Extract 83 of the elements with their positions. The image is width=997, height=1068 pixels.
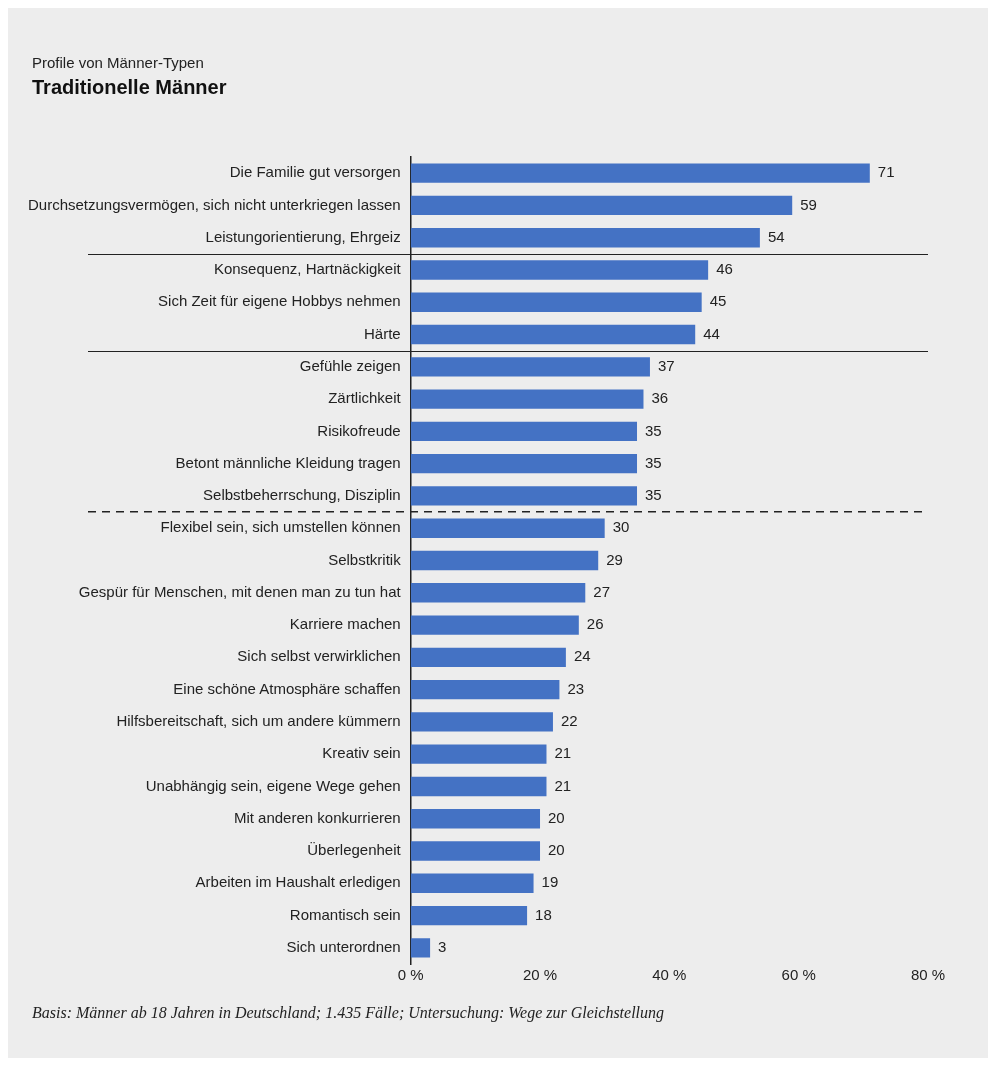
data-label: 54 (767, 227, 785, 245)
data-label: 30 (612, 518, 630, 536)
bar (410, 712, 553, 732)
bar (410, 195, 793, 216)
y-tick-label: Selbstbeherrschung, Disziplin (203, 486, 401, 504)
bar (410, 809, 541, 829)
y-tick-label: Unabhängig sein, eigene Wege gehen (145, 776, 401, 794)
bar (410, 873, 534, 893)
bar (410, 938, 431, 958)
data-label: 27 (593, 582, 610, 600)
data-label: 71 (877, 163, 895, 181)
data-label: 21 (554, 776, 572, 794)
data-label: 45 (709, 292, 727, 310)
data-label: 22 (560, 712, 578, 730)
bar (410, 841, 541, 861)
bar (410, 163, 870, 183)
y-tick-label: Kreativ sein (322, 744, 401, 762)
y-tick-label: Überlegenheit (307, 841, 402, 859)
data-label: 20 (548, 841, 565, 859)
bar (410, 744, 547, 764)
bar (410, 486, 638, 506)
y-tick-label: Die Familie gut versorgen (229, 163, 401, 181)
bar (410, 905, 528, 926)
y-tick-label: Härte (364, 324, 401, 342)
bar (410, 292, 702, 312)
bar (410, 583, 586, 603)
bar (410, 228, 760, 248)
data-label: 35 (645, 421, 662, 439)
y-tick-label: Leistungorientierung, Ehrgeiz (205, 227, 401, 245)
data-label: 35 (645, 453, 662, 471)
bar (410, 357, 650, 377)
y-tick-label: Betont männliche Kleidung tragen (175, 453, 401, 471)
y-tick-label: Sich selbst verwirklichen (237, 647, 401, 665)
data-label: 3 (438, 938, 447, 955)
text: Traditionelle Männer (32, 76, 227, 99)
data-label: 46 (716, 260, 733, 278)
data-label: 37 (657, 356, 675, 374)
y-tick-label: Arbeiten im Haushalt erledigen (195, 873, 401, 891)
bar (410, 421, 638, 442)
data-label: 23 (567, 679, 585, 697)
x-tick-label: 0 % (397, 966, 424, 984)
y-tick-label: Risikofreude (317, 421, 401, 439)
data-label: 36 (651, 389, 669, 407)
y-tick-label: Sich unterordnen (286, 938, 401, 955)
y-tick-label: Durchsetzungsvermögen, sich nicht unterkriegen lassen (27, 195, 401, 213)
data-label: 44 (703, 324, 720, 342)
bar (410, 260, 709, 280)
y-tick-label: Romantisch sein (289, 905, 401, 923)
data-label: 21 (554, 744, 572, 762)
y-tick-label: Gespür für Menschen, mit denen man zu tun hat (78, 582, 402, 600)
bar (410, 518, 605, 538)
bar (410, 453, 638, 474)
y-tick-label: Selbstkritik (328, 550, 402, 568)
y-tick-label: Sich Zeit für eigene Hobbys nehmen (158, 292, 401, 310)
data-label: 24 (573, 647, 591, 665)
bar (410, 776, 547, 797)
text: Basis: Männer ab 18 Jahren in Deutschland; 1.435 Fälle; Untersuchung: Wege zur Gleichstellung (32, 1004, 665, 1022)
y-tick-label: Karriere machen (289, 615, 401, 633)
x-tick-label: 60 % (781, 966, 816, 984)
y-tick-label: Flexibel sein, sich umstellen können (160, 518, 401, 536)
data-label: 26 (586, 615, 604, 633)
y-tick-label: Konsequenz, Hartnäckigkeit (213, 260, 402, 278)
y-tick-label: Eine schöne Atmosphäre schaffen (173, 679, 401, 697)
bar (410, 615, 579, 635)
bar (410, 324, 696, 345)
bar (410, 679, 560, 700)
data-label: 35 (645, 486, 662, 504)
y-tick-label: Mit anderen konkurrieren (233, 808, 401, 826)
x-tick-label: 80 % (910, 966, 946, 984)
text: Profile von Männer-Typen (32, 54, 204, 71)
y-tick-label: Hilfsbereitschaft, sich um andere kümmern (116, 712, 401, 730)
data-label: 29 (606, 550, 623, 568)
data-label: 19 (541, 873, 559, 891)
data-label: 59 (800, 195, 817, 213)
bar (410, 550, 599, 571)
bar (410, 389, 644, 409)
x-tick-label: 40 % (652, 966, 687, 984)
bar (410, 647, 566, 668)
data-label: 18 (535, 905, 552, 923)
x-tick-label: 20 % (522, 966, 558, 984)
y-tick-label: Gefühle zeigen (299, 356, 401, 374)
y-tick-label: Zärtlichkeit (328, 389, 402, 407)
data-label: 20 (548, 808, 565, 826)
